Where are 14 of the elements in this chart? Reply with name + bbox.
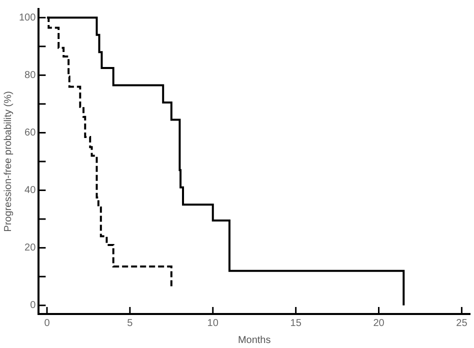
x-tick-label: 0 xyxy=(44,318,50,329)
y-axis-title: Progression-free probability (%) xyxy=(2,91,14,232)
x-axis-title: Months xyxy=(238,334,271,346)
y-tick-label: 100 xyxy=(18,12,36,24)
y-tick-label: 80 xyxy=(24,70,36,81)
x-tick-label: 10 xyxy=(207,318,219,329)
y-tick-label: 60 xyxy=(24,127,36,138)
y-tick-label: 0 xyxy=(30,300,36,312)
x-tick-label: 15 xyxy=(290,318,302,329)
y-tick-label: 20 xyxy=(24,242,36,254)
x-tick-label: 5 xyxy=(127,318,134,329)
y-tick-label: 40 xyxy=(24,185,36,196)
x-tick-label: 25 xyxy=(456,318,468,329)
x-tick-label: 20 xyxy=(373,318,385,329)
